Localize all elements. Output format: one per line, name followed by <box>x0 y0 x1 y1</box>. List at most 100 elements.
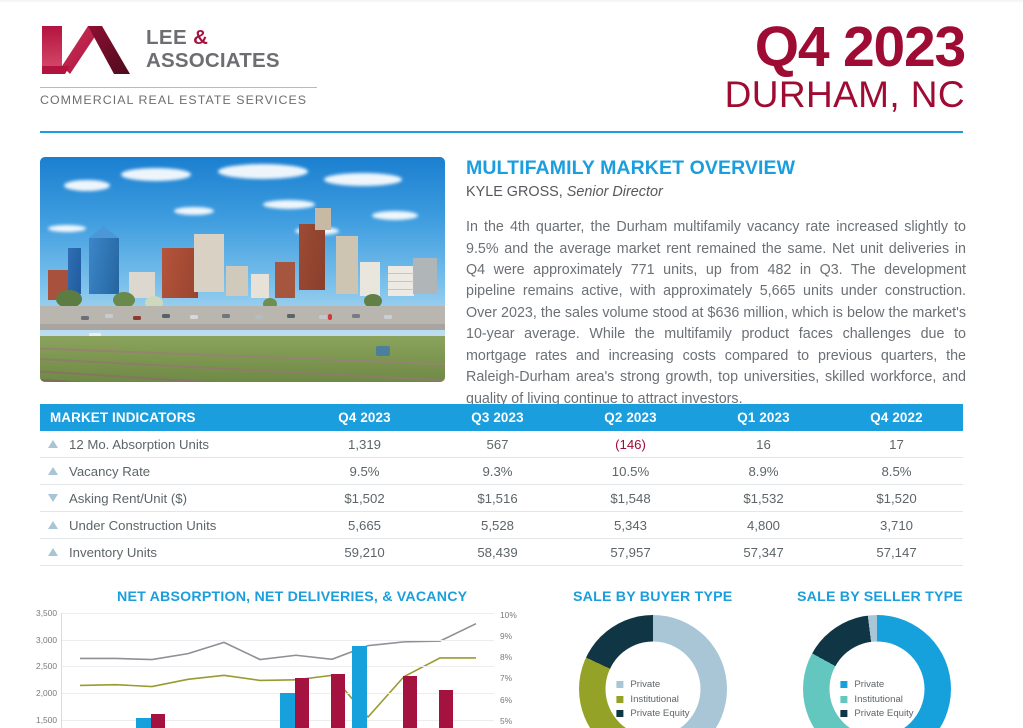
table-cell: 3,710 <box>879 517 913 533</box>
table-cell: 8.5% <box>881 463 912 479</box>
lee-associates-logo-icon <box>40 24 132 82</box>
y2-axis-tick: 5% <box>500 715 513 726</box>
bar-chart-plot-area: 3,500 3,000 2,500 2,000 1,500 10% 9% 8% 7% 6% 5% <box>36 608 517 728</box>
table-cell: 567 <box>486 436 509 452</box>
chart-bar <box>438 690 453 728</box>
table-cell: 9.5% <box>349 463 380 479</box>
chart-bar <box>150 713 165 728</box>
legend-label: Institutional <box>854 693 903 705</box>
overview-body: In the 4th quarter, the Durham multifami… <box>466 219 966 407</box>
gridline <box>62 719 494 721</box>
chart-bar <box>330 673 345 728</box>
y-axis-tick: 3,500 <box>36 608 57 618</box>
seller-legend: Private Institutional Private Equity <box>840 679 914 723</box>
legend-label: Institutional <box>630 693 679 705</box>
table-cell: (146) <box>615 436 646 452</box>
legend-swatch <box>616 695 624 703</box>
chart-bar <box>136 717 151 728</box>
buyer-chart-title: SALE BY BUYER TYPE <box>573 589 733 605</box>
table-header-col-4: Q4 2022 <box>870 410 923 425</box>
table-cell: 57,147 <box>876 544 917 560</box>
chart-bar <box>280 693 295 728</box>
table-header-indicators: MARKET INDICATORS <box>50 410 196 425</box>
y-axis-tick: 3,000 <box>36 634 57 645</box>
table-cell: 8.9% <box>748 463 779 479</box>
table-cell: $1,502 <box>344 490 385 506</box>
y-axis-tick: 2,500 <box>36 661 57 672</box>
y2-axis-tick: 6% <box>500 694 513 705</box>
legend-swatch <box>840 710 848 717</box>
sale-by-buyer-type-chart: Private Institutional Private Equity <box>548 611 758 728</box>
legend-label: Private <box>630 679 661 690</box>
overview-title: MULTIFAMILY MARKET OVERVIEW <box>466 157 796 179</box>
chart-bar <box>352 645 367 728</box>
sale-by-seller-type-chart: Private Institutional Private Equity <box>772 611 982 728</box>
table-row: 12 Mo. Absorption Units 1,319 567 (146) … <box>40 431 963 458</box>
trend-down-icon <box>48 494 58 502</box>
net-absorption-chart: 3,500 3,000 2,500 2,000 1,500 10% 9% 8% 7% 6% 5% <box>28 607 528 728</box>
table-cell: 17 <box>889 436 904 452</box>
indicator-label: Under Construction Units <box>69 517 217 533</box>
table-cell: $1,548 <box>610 490 651 506</box>
indicator-label: Asking Rent/Unit ($) <box>69 490 187 506</box>
legend-swatch <box>616 681 624 688</box>
line-series <box>79 657 476 719</box>
gridline <box>62 666 494 668</box>
chart-bar <box>294 677 309 728</box>
table-cell: $1,532 <box>743 490 784 506</box>
report-title-block: Q4 2023 DURHAM, NC <box>724 15 967 116</box>
indicator-label: Inventory Units <box>69 544 157 560</box>
legend-swatch <box>840 695 848 703</box>
report-market: DURHAM, NC <box>724 74 965 116</box>
gridline <box>62 613 494 614</box>
legend-label: Private <box>854 679 885 690</box>
logo-ampersand: & <box>193 26 209 49</box>
table-cell: 57,347 <box>743 544 784 560</box>
indicator-label: 12 Mo. Absorption Units <box>69 436 210 452</box>
table-row: Asking Rent/Unit ($) $1,502 $1,516 $1,54… <box>40 485 963 512</box>
logo-tagline: COMMERCIAL REAL ESTATE SERVICES <box>40 93 308 107</box>
indicator-label: Vacancy Rate <box>69 463 151 479</box>
table-cell: 58,439 <box>477 544 518 560</box>
table-header-row: MARKET INDICATORS Q4 2023 Q3 2023 Q2 202… <box>40 404 963 431</box>
page-top-edge <box>0 0 1023 3</box>
table-cell: 5,665 <box>347 517 381 533</box>
buyer-legend: Private Institutional Private Equity <box>616 679 690 723</box>
table-cell: $1,516 <box>477 490 518 506</box>
table-cell: 10.5% <box>611 463 650 479</box>
legend-swatch <box>616 710 624 717</box>
author-title: Senior Director <box>566 183 663 200</box>
table-cell: 5,528 <box>480 517 514 533</box>
table-header-col-1: Q3 2023 <box>471 410 524 425</box>
table-cell: 57,957 <box>610 544 651 560</box>
y2-axis-tick: 9% <box>500 631 513 642</box>
buyer-donut <box>579 615 727 728</box>
durham-skyline-photo <box>40 157 445 382</box>
report-quarter: Q4 2023 <box>754 15 966 79</box>
legend-label: Private Equity <box>854 708 914 719</box>
table-cell: 1,319 <box>347 436 381 452</box>
legend-swatch <box>840 681 848 688</box>
report-header: LEE & ASSOCIATES COMMERCIAL REAL ESTATE … <box>0 18 1023 130</box>
market-indicators-table: MARKET INDICATORS Q4 2023 Q3 2023 Q2 202… <box>40 404 963 566</box>
y2-axis-tick: 7% <box>500 673 513 684</box>
seller-chart-title: SALE BY SELLER TYPE <box>797 589 963 605</box>
table-row: Under Construction Units 5,665 5,528 5,3… <box>40 512 963 539</box>
table-header-col-2: Q2 2023 <box>604 410 657 425</box>
trend-up-icon <box>48 467 58 475</box>
gridline <box>62 639 494 641</box>
table-cell: 59,210 <box>344 544 385 560</box>
table-cell: $1,520 <box>876 490 917 506</box>
line-series <box>80 622 477 661</box>
y2-axis-tick: 8% <box>500 652 513 663</box>
table-cell: 16 <box>756 436 771 452</box>
gridline <box>62 693 494 695</box>
table-row: Vacancy Rate 9.5% 9.3% 10.5% 8.9% 8.5% <box>40 458 963 485</box>
table-cell: 4,800 <box>746 517 780 533</box>
table-cell: 5,343 <box>613 517 647 533</box>
table-cell: 9.3% <box>482 463 513 479</box>
seller-donut <box>803 615 951 728</box>
header-divider <box>40 131 963 133</box>
line-series-svg <box>79 622 477 719</box>
